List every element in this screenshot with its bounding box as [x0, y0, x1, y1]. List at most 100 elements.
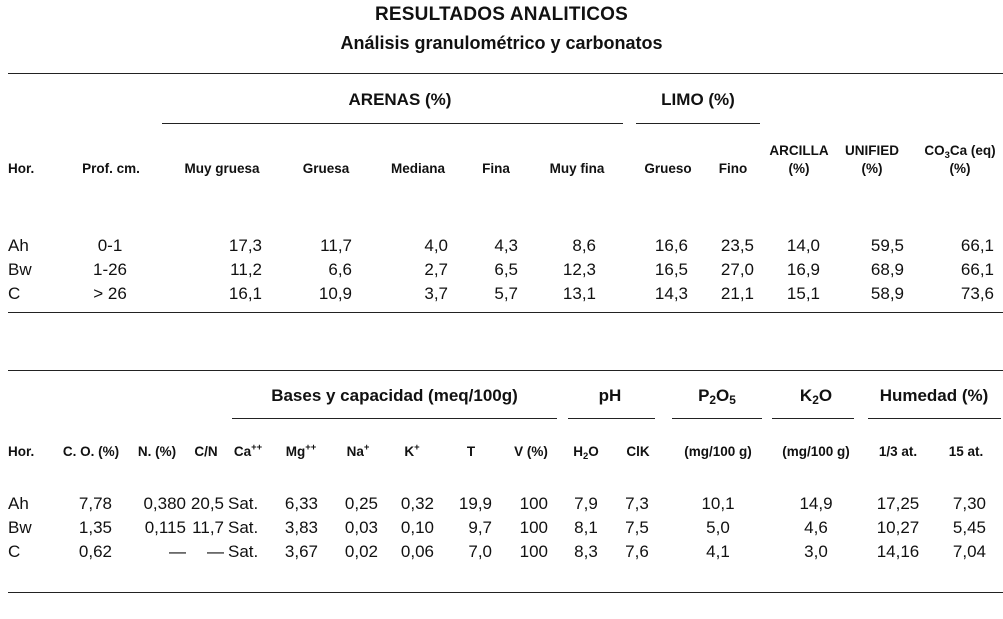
col-grueso: Grueso: [644, 161, 692, 176]
table-cell: Sat.: [228, 542, 259, 561]
table-cell: 3,83: [284, 518, 318, 537]
table-cell: 7,0: [468, 542, 492, 561]
table-cell: 100: [519, 542, 548, 561]
table-cell: 68,9: [870, 260, 904, 279]
col-fino: Fino: [718, 161, 748, 176]
table-cell: 7,04: [952, 542, 986, 561]
page-title: RESULTADOS ANALITICOS: [375, 4, 628, 25]
table-cell: 13,1: [562, 284, 596, 303]
table-cell: 14,3: [654, 284, 688, 303]
table-cell: 7,9: [574, 494, 598, 513]
table-cell: 10,27: [876, 518, 920, 537]
table-cell: 0-1: [97, 236, 123, 255]
table-cell: 59,5: [870, 236, 904, 255]
table-cell: 2,7: [424, 260, 448, 279]
table-cell: 100: [519, 518, 548, 537]
table-cell: 10,9: [318, 284, 352, 303]
table-cell: 7,5: [625, 518, 649, 537]
table-cell: 0,32: [400, 494, 434, 513]
col-hor: Hor.: [8, 161, 35, 176]
table-cell: 5,7: [494, 284, 518, 303]
col2-h15: 15 at.: [948, 444, 984, 459]
table-cell: 3,0: [804, 542, 828, 561]
col2-k-unit: (mg/100 g): [782, 444, 850, 459]
table-cell: C: [8, 542, 21, 561]
table2-top-rule: [8, 370, 1003, 371]
table-cell: 6,33: [284, 494, 318, 513]
table-cell: 14,0: [786, 236, 820, 255]
table-cell: 0,10: [400, 518, 434, 537]
col-fina: Fina: [482, 161, 510, 176]
table-cell: 27,0: [720, 260, 754, 279]
arenas-group-header: ARENAS (%): [348, 90, 452, 109]
table-cell: 3,7: [424, 284, 448, 303]
ph-group-rule: [568, 418, 655, 419]
table-cell: 0,03: [344, 518, 378, 537]
table-cell: 9,7: [468, 518, 492, 537]
table-cell: Sat.: [228, 494, 259, 513]
col2-n: N. (%): [137, 444, 177, 459]
table-cell: Ah: [8, 494, 29, 513]
humedad-group-header: Humedad (%): [879, 386, 989, 405]
col2-cn: C/N: [194, 444, 218, 459]
col2-h13: 1/3 at.: [878, 444, 918, 459]
table-cell: 0,25: [344, 494, 378, 513]
table-cell: 8,1: [574, 518, 598, 537]
arenas-group-rule: [162, 123, 623, 124]
table-cell: C: [8, 284, 21, 303]
col2-v: V (%): [514, 444, 548, 459]
table-cell: 17,25: [876, 494, 920, 513]
table-cell: 11,7: [320, 236, 352, 255]
table-cell: 14,16: [876, 542, 920, 561]
table-cell: 8,3: [574, 542, 598, 561]
table-cell: 23,5: [720, 236, 754, 255]
table-cell: 0,380: [143, 494, 186, 513]
col2-ca: Ca++: [233, 442, 263, 459]
table-cell: 7,3: [625, 494, 649, 513]
table-cell: 58,9: [870, 284, 904, 303]
table-cell: 4,1: [706, 542, 730, 561]
table-cell: 0,06: [400, 542, 434, 561]
table-cell: 14,9: [799, 494, 833, 513]
table-cell: Ah: [8, 236, 29, 255]
table-cell: 12,3: [562, 260, 596, 279]
table-cell: 19,9: [458, 494, 492, 513]
table-cell: —: [207, 542, 224, 561]
table-cell: Bw: [8, 260, 32, 279]
col-co3ca: CO3Ca (eq) (%): [924, 143, 996, 176]
bases-group-header: Bases y capacidad (meq/100g): [271, 386, 518, 405]
table-cell: 7,30: [952, 494, 986, 513]
table-cell: 7,6: [625, 542, 649, 561]
table-cell: 1,35: [78, 518, 112, 537]
table-cell: —: [169, 542, 186, 561]
limo-group-rule: [636, 123, 760, 124]
table-cell: 16,9: [786, 260, 820, 279]
table-cell: 20,5: [190, 494, 224, 513]
table-cell: Bw: [8, 518, 32, 537]
table-cell: > 26: [93, 284, 127, 303]
col-arcilla: ARCILLA (%): [769, 143, 829, 176]
table2-bottom-rule: [8, 592, 1003, 593]
table-cell: 1-26: [92, 260, 128, 279]
table-cell: 7,78: [78, 494, 112, 513]
col2-k: K+: [404, 442, 420, 459]
humedad-group-rule: [868, 418, 1001, 419]
k2o-group-header: K2O: [799, 386, 833, 407]
col2-na: Na+: [346, 442, 370, 459]
p2o5-group-rule: [672, 418, 762, 419]
table-cell: 0,115: [144, 518, 186, 537]
table-cell: 10,1: [701, 494, 735, 513]
bases-group-rule: [232, 418, 557, 419]
table-cell: 17,3: [228, 236, 262, 255]
table-cell: 4,3: [494, 236, 518, 255]
table-cell: 0,02: [344, 542, 378, 561]
col2-p-unit: (mg/100 g): [684, 444, 752, 459]
table-cell: 15,1: [786, 284, 820, 303]
col-prof: Prof. cm.: [82, 161, 140, 176]
col-gruesa: Gruesa: [302, 161, 350, 176]
table1-top-rule: [8, 73, 1003, 74]
table-cell: 5,45: [952, 518, 986, 537]
table1-bottom-rule: [8, 312, 1003, 313]
table-cell: 66,1: [960, 236, 994, 255]
table-cell: 73,6: [960, 284, 994, 303]
